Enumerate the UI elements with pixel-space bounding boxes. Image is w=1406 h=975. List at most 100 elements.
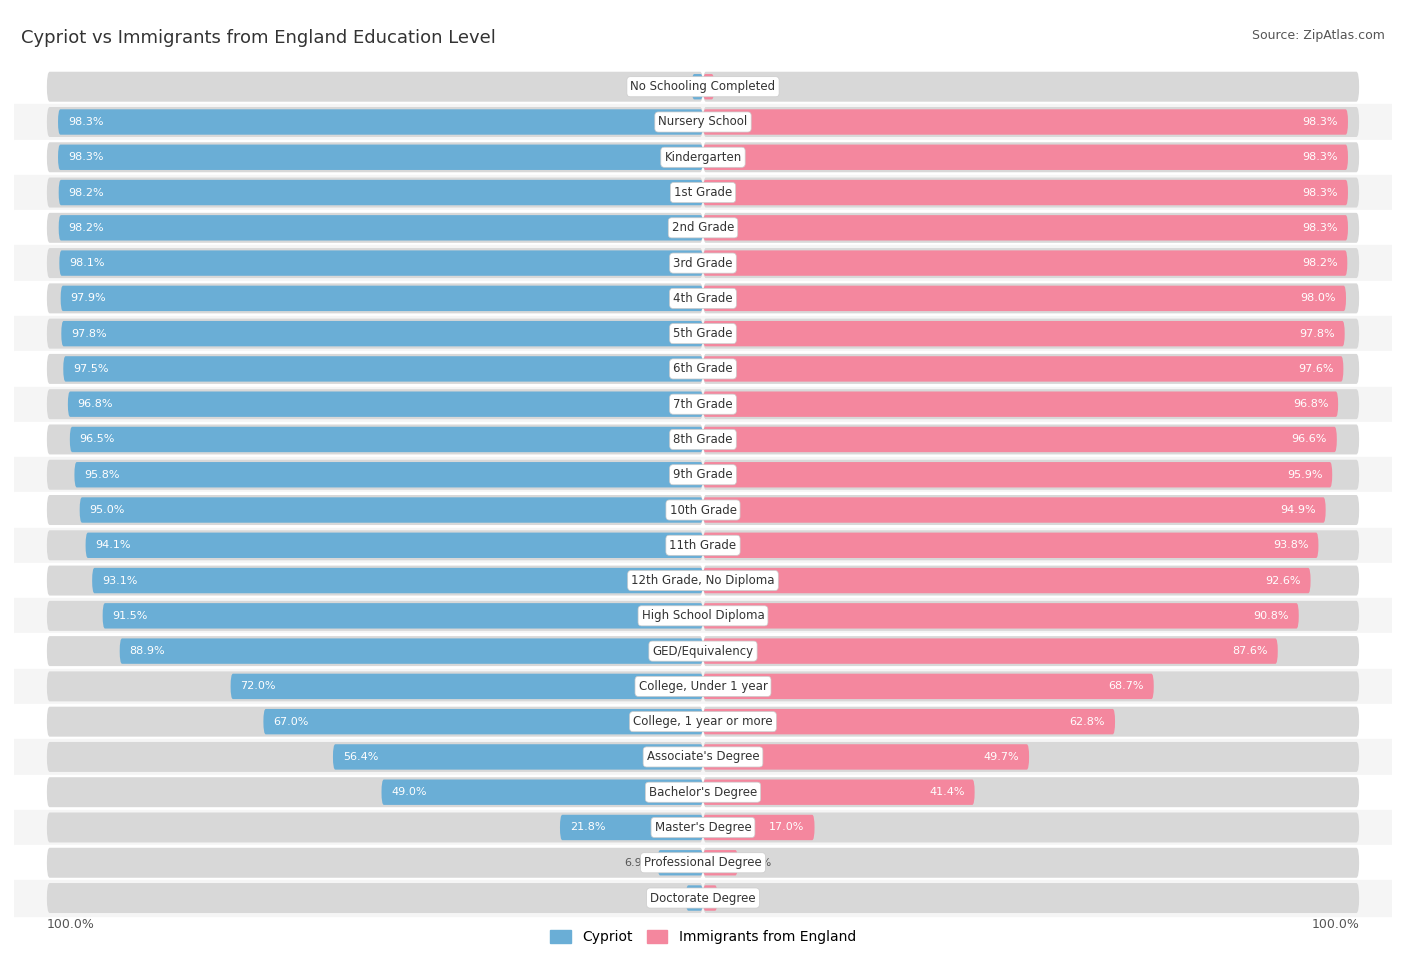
Text: 7th Grade: 7th Grade	[673, 398, 733, 410]
FancyBboxPatch shape	[59, 251, 703, 276]
FancyBboxPatch shape	[46, 319, 703, 349]
Text: 98.3%: 98.3%	[1302, 187, 1339, 198]
Text: 100.0%: 100.0%	[46, 918, 94, 931]
Text: 92.6%: 92.6%	[1265, 575, 1301, 586]
Text: 98.3%: 98.3%	[67, 117, 104, 127]
FancyBboxPatch shape	[46, 248, 703, 278]
Bar	[14, 845, 1392, 880]
FancyBboxPatch shape	[703, 286, 1346, 311]
FancyBboxPatch shape	[703, 707, 1360, 737]
Text: 98.2%: 98.2%	[1302, 258, 1337, 268]
FancyBboxPatch shape	[703, 779, 974, 805]
FancyBboxPatch shape	[703, 672, 1360, 701]
FancyBboxPatch shape	[703, 885, 717, 911]
Text: 93.8%: 93.8%	[1272, 540, 1309, 550]
Text: 95.0%: 95.0%	[90, 505, 125, 515]
Text: 94.1%: 94.1%	[96, 540, 131, 550]
Bar	[14, 139, 1392, 175]
FancyBboxPatch shape	[703, 848, 1360, 878]
FancyBboxPatch shape	[120, 639, 703, 664]
Text: 96.8%: 96.8%	[77, 399, 114, 410]
FancyBboxPatch shape	[58, 144, 703, 170]
Bar	[14, 492, 1392, 527]
Text: 97.5%: 97.5%	[73, 364, 108, 374]
FancyBboxPatch shape	[703, 72, 1360, 101]
Text: 2.2%: 2.2%	[723, 893, 751, 903]
Text: 98.1%: 98.1%	[69, 258, 104, 268]
Text: 96.5%: 96.5%	[80, 435, 115, 445]
FancyBboxPatch shape	[46, 672, 703, 701]
FancyBboxPatch shape	[703, 354, 1360, 384]
Text: 9th Grade: 9th Grade	[673, 468, 733, 482]
Text: 97.8%: 97.8%	[1299, 329, 1334, 338]
Text: 2nd Grade: 2nd Grade	[672, 221, 734, 234]
Bar	[14, 774, 1392, 810]
Text: 3rd Grade: 3rd Grade	[673, 256, 733, 270]
Text: 56.4%: 56.4%	[343, 752, 378, 761]
Text: 11th Grade: 11th Grade	[669, 539, 737, 552]
FancyBboxPatch shape	[692, 74, 703, 99]
Bar	[14, 599, 1392, 634]
Bar	[14, 211, 1392, 246]
FancyBboxPatch shape	[703, 883, 1360, 913]
Text: 98.3%: 98.3%	[67, 152, 104, 162]
FancyBboxPatch shape	[703, 144, 1348, 170]
FancyBboxPatch shape	[703, 109, 1348, 135]
Text: 72.0%: 72.0%	[240, 682, 276, 691]
FancyBboxPatch shape	[703, 636, 1360, 666]
FancyBboxPatch shape	[46, 354, 703, 384]
FancyBboxPatch shape	[70, 427, 703, 452]
Bar	[14, 281, 1392, 316]
Bar	[14, 69, 1392, 104]
FancyBboxPatch shape	[703, 427, 1337, 452]
Bar	[14, 351, 1392, 386]
FancyBboxPatch shape	[703, 389, 1360, 419]
Text: 49.7%: 49.7%	[984, 752, 1019, 761]
FancyBboxPatch shape	[703, 744, 1029, 769]
Text: 4th Grade: 4th Grade	[673, 292, 733, 305]
FancyBboxPatch shape	[703, 177, 1360, 208]
Text: No Schooling Completed: No Schooling Completed	[630, 80, 776, 94]
Text: 88.9%: 88.9%	[129, 646, 165, 656]
Bar	[14, 104, 1392, 139]
FancyBboxPatch shape	[703, 213, 1360, 243]
FancyBboxPatch shape	[703, 497, 1326, 523]
Text: 12th Grade, No Diploma: 12th Grade, No Diploma	[631, 574, 775, 587]
FancyBboxPatch shape	[703, 850, 738, 876]
FancyBboxPatch shape	[46, 883, 703, 913]
Text: 93.1%: 93.1%	[103, 575, 138, 586]
FancyBboxPatch shape	[703, 777, 1360, 807]
FancyBboxPatch shape	[703, 567, 1310, 593]
Bar	[14, 669, 1392, 704]
FancyBboxPatch shape	[658, 850, 703, 876]
FancyBboxPatch shape	[46, 72, 703, 101]
Text: 100.0%: 100.0%	[1312, 918, 1360, 931]
FancyBboxPatch shape	[703, 674, 1154, 699]
Text: 68.7%: 68.7%	[1108, 682, 1144, 691]
FancyBboxPatch shape	[703, 321, 1344, 346]
Text: Source: ZipAtlas.com: Source: ZipAtlas.com	[1251, 29, 1385, 42]
Text: 5th Grade: 5th Grade	[673, 328, 733, 340]
FancyBboxPatch shape	[703, 604, 1299, 629]
FancyBboxPatch shape	[46, 142, 703, 173]
Text: 96.6%: 96.6%	[1292, 435, 1327, 445]
FancyBboxPatch shape	[703, 812, 1360, 842]
FancyBboxPatch shape	[703, 495, 1360, 525]
Text: 1.7%: 1.7%	[658, 82, 686, 92]
Text: 87.6%: 87.6%	[1233, 646, 1268, 656]
FancyBboxPatch shape	[703, 709, 1115, 734]
FancyBboxPatch shape	[703, 392, 1339, 417]
FancyBboxPatch shape	[46, 107, 703, 136]
FancyBboxPatch shape	[703, 142, 1360, 173]
FancyBboxPatch shape	[93, 567, 703, 593]
Text: 41.4%: 41.4%	[929, 787, 965, 798]
FancyBboxPatch shape	[686, 885, 703, 911]
FancyBboxPatch shape	[381, 779, 703, 805]
FancyBboxPatch shape	[62, 321, 703, 346]
Bar	[14, 386, 1392, 422]
FancyBboxPatch shape	[703, 462, 1333, 488]
Text: 17.0%: 17.0%	[769, 823, 804, 833]
FancyBboxPatch shape	[80, 497, 703, 523]
Text: Nursery School: Nursery School	[658, 115, 748, 129]
Text: 98.3%: 98.3%	[1302, 117, 1339, 127]
